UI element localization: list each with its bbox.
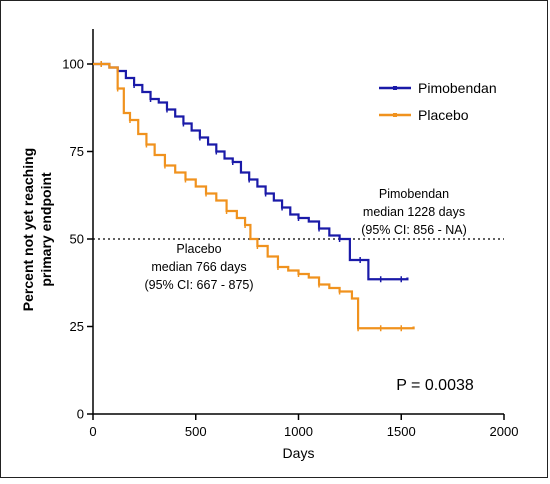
series-group [93, 61, 415, 332]
annotation-pimobendan-line-2: median 1228 days [363, 205, 465, 219]
x-tick-label: 2000 [490, 424, 519, 439]
annotation-placebo-median: Placebo median 766 days (95% CI: 667 - 8… [144, 242, 253, 292]
y-axis-label-line-2: primary endpoint [38, 172, 54, 287]
x-tick-label: 1000 [284, 424, 313, 439]
legend-marker-placebo [393, 113, 397, 117]
x-tick-label: 500 [185, 424, 207, 439]
x-tick-label: 1500 [387, 424, 416, 439]
annotation-placebo-line-3: (95% CI: 667 - 875) [144, 278, 253, 292]
y-tick-label: 50 [70, 232, 84, 247]
x-ticks: 0 500 1000 1500 2000 [89, 414, 518, 439]
legend-label-pimobendan: Pimobendan [418, 80, 497, 96]
legend: Pimobendan Placebo [379, 80, 497, 123]
annotation-pimobendan-line-3: (95% CI: 856 - NA) [361, 223, 467, 237]
x-tick-label: 0 [89, 424, 96, 439]
annotation-placebo-line-1: Placebo [176, 242, 221, 256]
annotation-pimobendan-line-1: Pimobendan [379, 187, 449, 201]
p-value-annotation: P = 0.0038 [396, 377, 474, 394]
legend-marker-pimobendan [393, 86, 397, 90]
series-line-pimobendan [93, 62, 409, 281]
y-ticks: 0 25 50 75 100 [62, 57, 93, 422]
y-axis-label-line-1: Percent not yet reaching [20, 148, 36, 311]
legend-item-placebo: Placebo [379, 107, 469, 123]
y-axis-label: Percent not yet reaching primary endpoin… [20, 148, 54, 311]
legend-item-pimobendan: Pimobendan [379, 80, 497, 96]
annotation-pimobendan-median: Pimobendan median 1228 days (95% CI: 856… [361, 187, 467, 237]
x-axis-label: Days [283, 445, 315, 461]
y-tick-label: 100 [62, 57, 84, 72]
annotation-placebo-line-2: median 766 days [151, 260, 246, 274]
y-tick-label: 0 [77, 407, 84, 422]
y-tick-label: 75 [70, 144, 84, 159]
y-tick-label: 25 [70, 319, 84, 334]
legend-label-placebo: Placebo [418, 107, 469, 123]
